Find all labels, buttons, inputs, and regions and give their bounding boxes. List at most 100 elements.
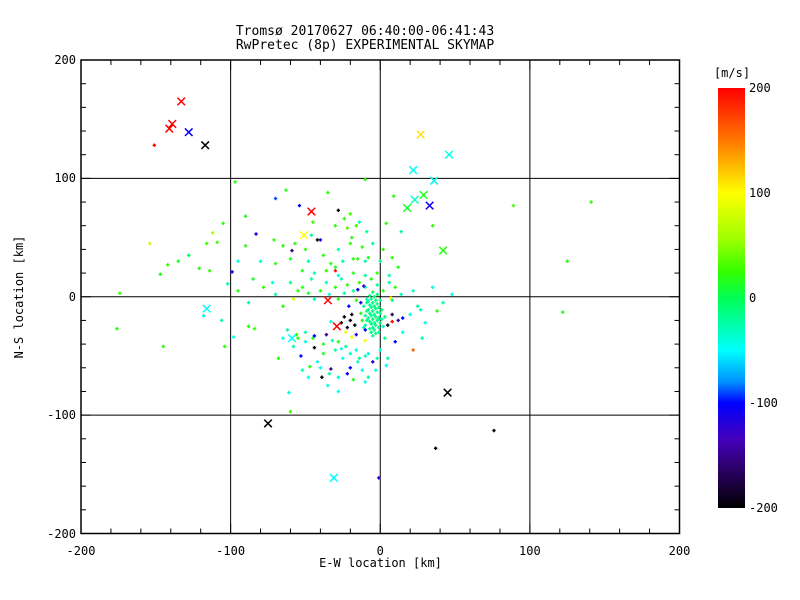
scatter-point bbox=[288, 280, 293, 285]
scatter-point bbox=[333, 285, 338, 289]
scatter-point bbox=[311, 220, 315, 224]
scatter-point bbox=[359, 300, 363, 305]
scatter-point bbox=[377, 330, 381, 334]
scatter-point bbox=[318, 238, 323, 242]
scatter-point bbox=[315, 360, 320, 364]
scatter-cross bbox=[402, 203, 412, 213]
scatter-point bbox=[386, 356, 390, 361]
scatter-point bbox=[351, 271, 356, 275]
scatter-point bbox=[158, 272, 163, 276]
scatter-point bbox=[281, 336, 285, 340]
scatter-point bbox=[273, 261, 278, 266]
scatter-point bbox=[342, 291, 347, 295]
colorbar-tick-label: 100 bbox=[749, 186, 771, 200]
scatter-point bbox=[329, 319, 333, 324]
scatter-point bbox=[336, 247, 341, 252]
x-tick-label: -200 bbox=[66, 544, 96, 558]
scatter-point bbox=[293, 241, 297, 246]
scatter-point bbox=[423, 321, 427, 325]
scatter-point bbox=[374, 315, 378, 319]
scatter-point bbox=[400, 330, 405, 334]
scatter-point bbox=[363, 313, 367, 318]
scatter-point bbox=[378, 348, 382, 352]
scatter-point bbox=[365, 297, 369, 301]
scatter-point bbox=[246, 324, 251, 329]
scatter-point bbox=[204, 241, 209, 246]
scatter-point bbox=[380, 317, 384, 321]
scatter-point bbox=[383, 315, 387, 319]
scatter-cross bbox=[263, 419, 273, 428]
scatter-point bbox=[390, 255, 394, 260]
scatter-point bbox=[350, 235, 354, 240]
y-tick-label: 200 bbox=[54, 53, 76, 67]
scatter-point bbox=[324, 280, 329, 285]
scatter-point bbox=[166, 263, 170, 267]
scatter-point bbox=[399, 229, 403, 234]
scatter-point bbox=[345, 226, 350, 230]
scatter-point bbox=[365, 229, 369, 234]
scatter-point bbox=[299, 354, 303, 358]
scatter-point bbox=[330, 338, 335, 343]
scatter-cross bbox=[202, 304, 212, 313]
scatter-point bbox=[396, 265, 400, 269]
scatter-point bbox=[306, 375, 311, 379]
scatter-point bbox=[354, 298, 359, 303]
scatter-point bbox=[371, 309, 375, 313]
scatter-point bbox=[333, 265, 338, 269]
scatter-point bbox=[369, 322, 373, 326]
scatter-point bbox=[233, 180, 237, 184]
scatter-point bbox=[309, 233, 314, 237]
scatter-point bbox=[378, 298, 382, 303]
scatter-point bbox=[390, 319, 394, 324]
scatter-cross bbox=[416, 130, 425, 139]
scatter-point bbox=[374, 368, 378, 372]
scatter-point bbox=[306, 259, 311, 263]
scatter-point bbox=[251, 277, 255, 281]
scatter-point bbox=[333, 348, 338, 352]
scatter-point bbox=[308, 364, 312, 369]
scatter-point bbox=[336, 297, 341, 301]
scatter-point bbox=[342, 315, 347, 319]
scatter-point bbox=[324, 269, 329, 273]
scatter-point bbox=[366, 375, 370, 379]
scatter-point bbox=[345, 325, 350, 330]
scatter-point bbox=[219, 318, 224, 323]
scatter-point bbox=[225, 282, 230, 286]
scatter-point bbox=[372, 321, 376, 325]
scatter-point bbox=[411, 289, 415, 293]
scatter-point bbox=[321, 351, 326, 356]
scatter-point bbox=[321, 253, 326, 258]
scatter-point bbox=[362, 325, 366, 330]
scatter-point bbox=[115, 327, 119, 331]
scatter-point bbox=[254, 232, 258, 236]
scatter-point bbox=[375, 302, 379, 306]
scatter-point bbox=[374, 298, 378, 303]
scatter-cross bbox=[329, 473, 339, 483]
x-tick-label: 0 bbox=[376, 544, 384, 558]
scatter-point bbox=[384, 363, 388, 368]
scatter-point bbox=[393, 285, 397, 289]
scatter-point bbox=[363, 328, 367, 332]
x-tick-label: -100 bbox=[216, 544, 246, 558]
scatter-point bbox=[272, 238, 276, 242]
scatter-point bbox=[366, 316, 370, 320]
scatter-point bbox=[291, 297, 296, 301]
scatter-point bbox=[327, 371, 332, 376]
scatter-point bbox=[368, 311, 372, 316]
scatter-point bbox=[118, 291, 122, 295]
scatter-cross bbox=[425, 201, 434, 210]
scatter-point bbox=[281, 244, 285, 248]
scatter-point bbox=[377, 316, 381, 320]
scatter-point bbox=[351, 377, 356, 382]
scatter-cross bbox=[429, 176, 439, 186]
scatter-point bbox=[418, 308, 423, 312]
scatter-point bbox=[210, 231, 215, 235]
scatter-point bbox=[354, 348, 359, 352]
scatter-point bbox=[435, 309, 439, 313]
scatter-point bbox=[353, 323, 357, 327]
scatter-point bbox=[327, 292, 332, 297]
scatter-point bbox=[378, 259, 382, 263]
scatter-cross bbox=[410, 195, 419, 205]
scatter-point bbox=[363, 323, 367, 327]
